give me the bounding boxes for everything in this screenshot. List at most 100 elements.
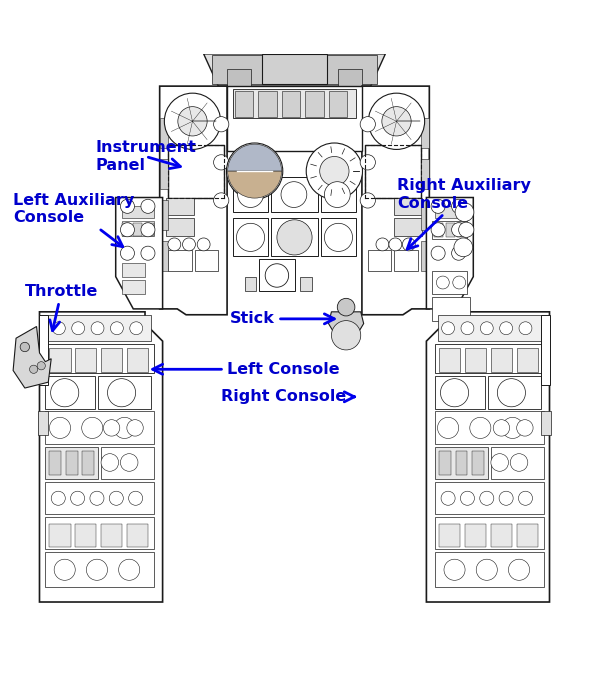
Bar	[435, 376, 485, 409]
Circle shape	[461, 322, 474, 335]
Circle shape	[517, 420, 533, 436]
Polygon shape	[160, 86, 227, 315]
Bar	[491, 348, 512, 371]
Bar	[45, 482, 154, 514]
Bar	[166, 198, 194, 215]
Circle shape	[493, 420, 509, 436]
Bar	[45, 412, 154, 443]
Bar	[75, 348, 97, 371]
Bar	[491, 447, 544, 479]
Circle shape	[141, 246, 155, 260]
Bar	[101, 348, 122, 371]
Bar	[435, 447, 488, 479]
Circle shape	[382, 107, 411, 136]
Circle shape	[141, 199, 155, 213]
Circle shape	[441, 491, 455, 505]
Circle shape	[164, 93, 221, 149]
Bar	[38, 412, 48, 435]
Wedge shape	[228, 171, 282, 198]
Bar	[244, 277, 256, 291]
Circle shape	[237, 182, 263, 208]
Bar	[434, 223, 443, 237]
Bar	[98, 376, 151, 409]
Circle shape	[453, 276, 466, 289]
Circle shape	[376, 238, 389, 251]
Bar	[49, 451, 61, 475]
Circle shape	[438, 417, 459, 439]
Bar	[456, 451, 468, 475]
Circle shape	[178, 107, 207, 136]
Circle shape	[277, 220, 312, 255]
Bar	[432, 297, 471, 321]
Bar	[368, 251, 391, 271]
Polygon shape	[13, 326, 51, 388]
Circle shape	[306, 143, 362, 199]
Bar	[435, 412, 544, 443]
Circle shape	[444, 559, 465, 580]
Circle shape	[108, 379, 135, 407]
Circle shape	[470, 417, 491, 439]
Text: Left Console: Left Console	[153, 362, 340, 377]
Circle shape	[29, 365, 38, 373]
Bar	[234, 92, 253, 117]
Circle shape	[459, 222, 474, 237]
Polygon shape	[426, 198, 474, 309]
Bar	[101, 524, 122, 548]
Bar	[258, 92, 277, 117]
Bar	[133, 223, 142, 236]
Circle shape	[452, 223, 466, 237]
Circle shape	[214, 155, 229, 170]
Circle shape	[183, 238, 196, 251]
Bar	[432, 271, 468, 294]
Circle shape	[497, 379, 525, 407]
Circle shape	[71, 491, 85, 505]
Bar	[121, 221, 154, 236]
Bar	[45, 517, 154, 549]
Bar	[439, 524, 461, 548]
Bar	[45, 344, 154, 373]
Bar	[329, 92, 348, 117]
Bar	[233, 218, 268, 256]
Circle shape	[431, 246, 445, 260]
Bar	[227, 86, 362, 151]
Bar	[421, 242, 429, 271]
Bar	[121, 206, 154, 218]
Circle shape	[499, 322, 512, 335]
Circle shape	[236, 223, 264, 251]
Circle shape	[441, 379, 469, 407]
Circle shape	[452, 199, 466, 213]
Bar	[435, 482, 544, 514]
Bar	[439, 348, 461, 371]
Bar	[541, 315, 550, 385]
Bar	[541, 412, 551, 435]
Bar	[121, 262, 145, 277]
Circle shape	[90, 491, 104, 505]
Bar	[321, 218, 356, 256]
Circle shape	[72, 322, 85, 335]
Circle shape	[452, 246, 466, 260]
Bar	[435, 517, 544, 549]
Circle shape	[461, 491, 475, 505]
Circle shape	[120, 246, 134, 260]
Circle shape	[402, 238, 415, 251]
Circle shape	[114, 417, 135, 439]
Circle shape	[502, 417, 523, 439]
Bar	[121, 223, 130, 236]
Polygon shape	[204, 54, 385, 86]
Circle shape	[499, 491, 513, 505]
Circle shape	[104, 420, 120, 436]
Bar	[488, 376, 541, 409]
Bar	[48, 315, 151, 341]
Bar	[365, 145, 421, 198]
Bar	[421, 160, 429, 189]
Polygon shape	[329, 312, 363, 338]
Bar	[339, 69, 362, 86]
Circle shape	[49, 417, 71, 439]
Circle shape	[265, 264, 289, 287]
Circle shape	[454, 238, 473, 257]
Bar	[435, 344, 544, 373]
Bar	[435, 552, 544, 587]
Bar	[421, 201, 429, 230]
Circle shape	[52, 322, 65, 335]
Bar	[394, 198, 422, 215]
